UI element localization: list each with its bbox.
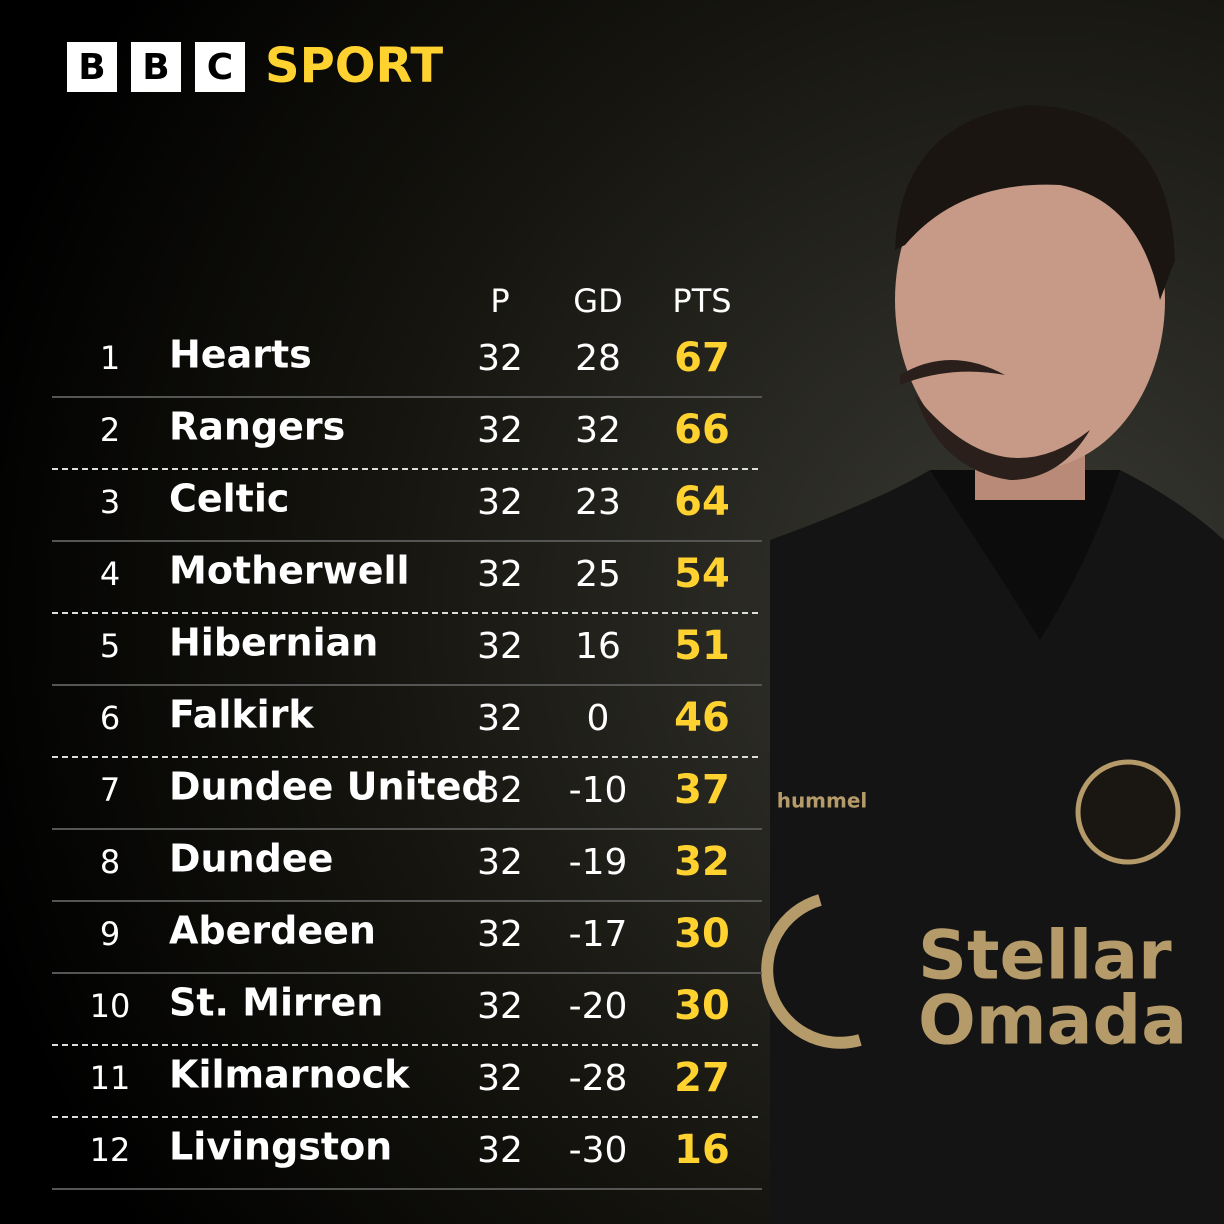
played: 32 bbox=[477, 914, 523, 955]
shirt-sponsor: Omada bbox=[918, 982, 1187, 1061]
logo-title: SPORT bbox=[265, 38, 443, 94]
team-name: St. Mirren bbox=[169, 981, 383, 1025]
position: 8 bbox=[100, 843, 120, 881]
goal-difference: -30 bbox=[569, 1130, 628, 1171]
team-name: Celtic bbox=[169, 477, 289, 521]
team-name: Motherwell bbox=[169, 549, 410, 593]
team-name: Dundee United bbox=[169, 765, 489, 809]
played: 32 bbox=[477, 338, 523, 379]
position: 4 bbox=[100, 555, 120, 593]
team-name: Hibernian bbox=[169, 621, 378, 665]
points: 46 bbox=[674, 695, 730, 741]
points: 32 bbox=[674, 839, 730, 885]
played: 32 bbox=[477, 482, 523, 523]
played: 32 bbox=[477, 986, 523, 1027]
logo-letter: C bbox=[207, 47, 233, 88]
goal-difference: 16 bbox=[575, 626, 621, 667]
goal-difference: -28 bbox=[569, 1058, 628, 1099]
team-name: Livingston bbox=[169, 1125, 392, 1169]
goal-difference: 32 bbox=[575, 410, 621, 451]
logo-letter: B bbox=[78, 47, 105, 88]
team-name: Falkirk bbox=[169, 693, 314, 737]
position: 12 bbox=[90, 1131, 131, 1169]
points: 67 bbox=[674, 335, 730, 381]
column-header: GD bbox=[573, 282, 622, 320]
position: 2 bbox=[100, 411, 120, 449]
goal-difference: -19 bbox=[569, 842, 628, 883]
position: 6 bbox=[100, 699, 120, 737]
played: 32 bbox=[477, 554, 523, 595]
column-header: PTS bbox=[672, 282, 731, 320]
goal-difference: 25 bbox=[575, 554, 621, 595]
goal-difference: -17 bbox=[569, 914, 628, 955]
position: 5 bbox=[100, 627, 120, 665]
team-name: Rangers bbox=[169, 405, 345, 449]
goal-difference: 0 bbox=[587, 698, 610, 739]
played: 32 bbox=[477, 842, 523, 883]
played: 32 bbox=[477, 698, 523, 739]
played: 32 bbox=[477, 1130, 523, 1171]
position: 3 bbox=[100, 483, 120, 521]
goal-difference: 23 bbox=[575, 482, 621, 523]
points: 66 bbox=[674, 407, 730, 453]
position: 1 bbox=[100, 339, 120, 377]
points: 37 bbox=[674, 767, 730, 813]
player-image bbox=[761, 105, 1224, 1224]
team-name: Kilmarnock bbox=[169, 1053, 410, 1097]
goal-difference: -20 bbox=[569, 986, 628, 1027]
position: 7 bbox=[100, 771, 120, 809]
played: 32 bbox=[477, 770, 523, 811]
position: 10 bbox=[90, 987, 131, 1025]
shirt-brand: hummel bbox=[777, 789, 868, 813]
logo-letter: B bbox=[142, 47, 169, 88]
position: 9 bbox=[100, 915, 120, 953]
shirt-sponsor: Stellar bbox=[918, 917, 1172, 996]
column-header: P bbox=[490, 282, 509, 320]
logo-box bbox=[67, 42, 117, 92]
team-name: Aberdeen bbox=[169, 909, 376, 953]
team-name: Dundee bbox=[169, 837, 333, 881]
goal-difference: 28 bbox=[575, 338, 621, 379]
played: 32 bbox=[477, 626, 523, 667]
logo-box bbox=[131, 42, 181, 92]
goal-difference: -10 bbox=[569, 770, 628, 811]
points: 51 bbox=[674, 623, 730, 669]
points: 30 bbox=[674, 911, 730, 957]
played: 32 bbox=[477, 410, 523, 451]
logo: B B C SPORT bbox=[67, 38, 443, 94]
played: 32 bbox=[477, 1058, 523, 1099]
points: 27 bbox=[674, 1055, 730, 1101]
points: 30 bbox=[674, 983, 730, 1029]
points: 16 bbox=[674, 1127, 730, 1173]
points: 64 bbox=[674, 479, 730, 525]
team-name: Hearts bbox=[169, 333, 312, 377]
logo-box bbox=[195, 42, 245, 92]
points: 54 bbox=[674, 551, 730, 597]
position: 11 bbox=[90, 1059, 131, 1097]
